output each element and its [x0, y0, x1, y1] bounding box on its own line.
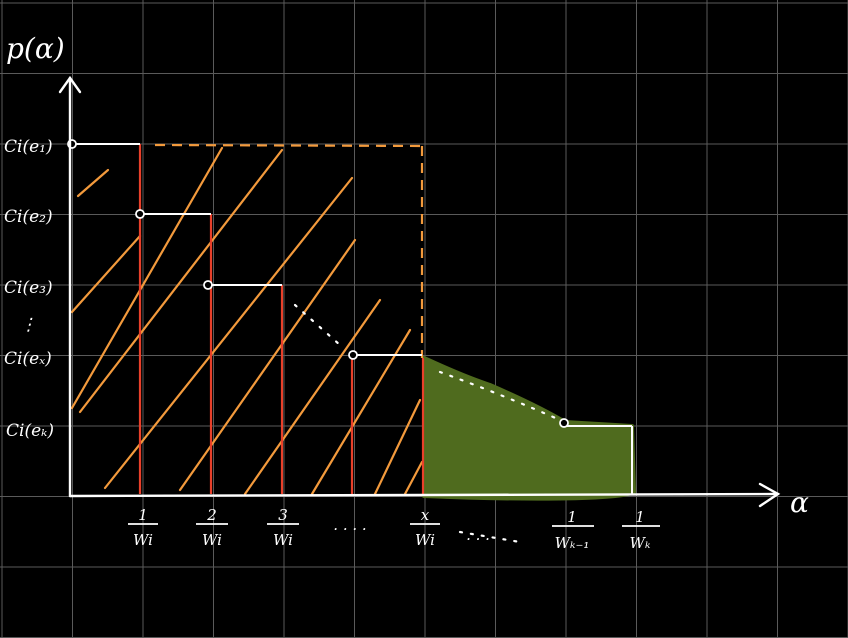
- hatch-line: [103, 176, 354, 490]
- x-dots: . . . .: [333, 516, 366, 534]
- x-axis-arrow: [758, 482, 781, 508]
- svg-text:1: 1: [635, 508, 645, 526]
- svg-text:Wₖ₋₁: Wₖ₋₁: [555, 534, 590, 552]
- x-tick-k-minus-1: 1 Wₖ₋₁: [552, 508, 594, 552]
- step-horizontals: [72, 143, 633, 494]
- hatch-line: [70, 146, 224, 410]
- y-tick-label: Ci(e₃): [4, 278, 53, 298]
- y-axis-label: p(α): [6, 32, 65, 65]
- x-tick-1: 1 Wi: [128, 506, 158, 549]
- hatch-line: [243, 298, 382, 496]
- svg-text:2: 2: [206, 506, 217, 524]
- svg-text:x: x: [421, 506, 430, 524]
- green-area: [422, 356, 636, 501]
- x-tick-3: 3 Wi: [267, 506, 299, 549]
- y-axis-arrow: [58, 75, 82, 94]
- svg-text:Wi: Wi: [202, 531, 222, 549]
- y-tick-label: Ci(eₖ): [6, 421, 54, 441]
- hatch-mark: [76, 168, 110, 198]
- x-axis-label: α: [790, 486, 809, 519]
- dashed-box: [154, 143, 424, 358]
- y-tick-label: Ci(e₁): [4, 137, 53, 157]
- y-tick-label: Ci(eₓ): [4, 349, 52, 369]
- svg-text:1: 1: [567, 508, 577, 526]
- step-verticals: [138, 144, 425, 494]
- svg-text:Wi: Wi: [415, 531, 435, 549]
- x-tick-x: x Wi: [410, 506, 440, 549]
- y-tick-label: Ci(e₂): [4, 207, 53, 227]
- y-dots: ⋮: [20, 315, 37, 335]
- hatch-line: [310, 328, 412, 496]
- marker-3: [203, 280, 213, 290]
- hatch-line: [70, 234, 142, 314]
- marker-4: [348, 350, 358, 360]
- hatch-line: [178, 238, 357, 492]
- axes: [58, 75, 781, 508]
- svg-text:1: 1: [138, 506, 148, 524]
- x-axis: [68, 492, 780, 498]
- dotted-transitions: [293, 303, 562, 544]
- svg-text:Wi: Wi: [273, 531, 293, 549]
- svg-text:Wₖ: Wₖ: [630, 534, 651, 552]
- hatch-line: [78, 148, 284, 414]
- hatch-line: [403, 460, 424, 496]
- x-tick-k: 1 Wₖ: [622, 508, 660, 552]
- x-dots-2: . . .: [466, 526, 490, 544]
- hatch-line: [373, 398, 422, 496]
- hatched-region: [70, 146, 424, 496]
- marker-5: [559, 418, 569, 428]
- marker-2: [135, 209, 145, 219]
- svg-text:3: 3: [278, 506, 288, 524]
- x-tick-2: 2 Wi: [196, 506, 228, 549]
- svg-text:Wi: Wi: [133, 531, 153, 549]
